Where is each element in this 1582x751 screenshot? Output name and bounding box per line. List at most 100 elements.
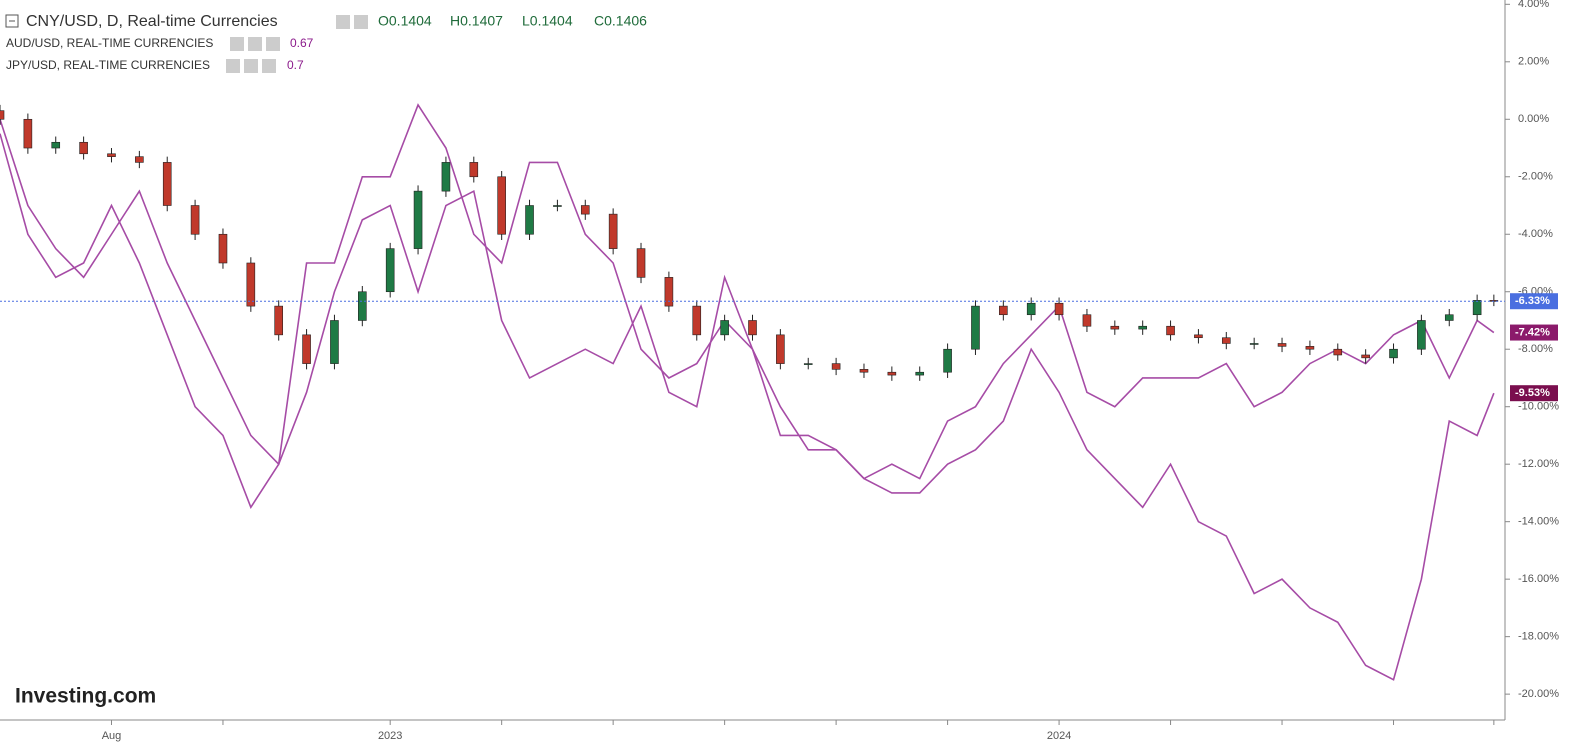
candle-body [1166,325,1175,336]
close-icon[interactable] [262,59,276,73]
eye-icon[interactable] [226,59,240,73]
candle-body [79,141,88,155]
candle-body [1194,334,1203,339]
candle-body [190,205,200,235]
candle-body [51,141,61,149]
settings-icon[interactable] [248,37,262,51]
candle-body [1221,337,1231,344]
candle-body [218,233,228,264]
candle-body [720,320,729,336]
candle-body [803,363,813,365]
settings-icon[interactable] [354,15,368,29]
ohlc-label: L0.1404 [522,13,573,29]
y-tick-label: -16.00% [1518,573,1559,585]
x-tick-label: 2024 [1047,730,1071,742]
candle-body [162,162,172,206]
y-tick-label: -4.00% [1518,228,1553,240]
x-tick-label: 2023 [378,730,402,742]
candle-body [636,248,646,278]
candle-body [0,110,5,120]
candle-body [135,156,144,163]
candle-body [1026,302,1036,316]
last-value-label: -7.42% [1515,326,1550,338]
legend-price: 0.67 [290,36,314,50]
x-tick-label: Aug [102,730,122,742]
candle-body [887,371,897,376]
y-tick-label: -12.00% [1518,458,1559,470]
candle-body [1277,343,1287,347]
legend-price: 0.7 [287,58,304,72]
candle-body [664,277,674,307]
legend-icons [226,37,280,73]
candle-body [1444,314,1454,321]
candle-body [469,162,479,178]
candle-body [692,305,702,336]
candle-body [107,153,116,157]
y-tick-label: -14.00% [1518,516,1559,528]
candle-body [274,305,284,336]
eye-icon[interactable] [336,15,350,29]
candle-body [915,371,925,376]
settings-icon[interactable] [244,59,258,73]
last-value-tag [1510,385,1558,402]
eye-icon[interactable] [230,37,244,51]
candle-body [385,248,395,293]
last-value-label: -6.33% [1515,295,1550,307]
candle-body [413,190,423,249]
y-tick-label: 0.00% [1518,113,1549,125]
candle-body [580,205,590,215]
candle-body [943,348,952,373]
ohlc-label: O0.1404 [378,13,432,29]
last-value-label: -9.53% [1515,387,1550,399]
candle-body [330,320,339,364]
candle-body [246,262,256,307]
candle-body [608,213,618,249]
candle-body [1054,302,1064,316]
candle-body [1305,346,1315,350]
close-icon[interactable] [266,37,280,51]
candle-body [1110,325,1120,330]
candle-body [859,369,869,373]
ohlc-label: C0.1406 [594,13,647,29]
candles [0,104,1499,381]
y-tick-label: -20.00% [1518,688,1559,700]
candle-body [358,291,367,321]
last-value-tag [1510,324,1558,341]
candle-body [999,305,1008,316]
y-tick-label: 4.00% [1518,0,1549,10]
candle-body [553,205,562,207]
candle-body [1417,320,1426,350]
candle-body [497,176,506,235]
collapse-icon[interactable] [5,14,19,28]
watermark: Investing.com [15,685,156,708]
candle-body [1333,348,1343,356]
candle-body [748,320,757,336]
y-tick-label: -2.00% [1518,171,1553,183]
main-icons [336,15,368,29]
ohlc-label: H0.1407 [450,13,503,29]
candle-body [1389,348,1398,359]
y-tick-label: -8.00% [1518,343,1553,355]
candle-body [831,363,841,370]
legend-entry: AUD/USD, REAL-TIME CURRENCIES [6,36,213,50]
candle-body [1361,354,1370,359]
y-tick-label: -10.00% [1518,401,1559,413]
series-line [0,103,1495,681]
candle-body [1138,325,1147,330]
candle-body [1472,300,1482,316]
y-tick-label: 2.00% [1518,56,1549,68]
candle-body [441,162,451,192]
candle-body [1082,314,1092,327]
candle-body [776,334,785,364]
candle-body [971,305,980,350]
candle-body [23,118,33,149]
candle-body [1249,343,1259,345]
main-title: CNY/USD, D, Real-time Currencies [26,13,278,30]
legend-entry: JPY/USD, REAL-TIME CURRENCIES [6,58,210,72]
y-tick-label: -18.00% [1518,631,1559,643]
candle-body [525,205,534,235]
candle-body [302,334,311,364]
last-value-tag [1510,293,1558,310]
